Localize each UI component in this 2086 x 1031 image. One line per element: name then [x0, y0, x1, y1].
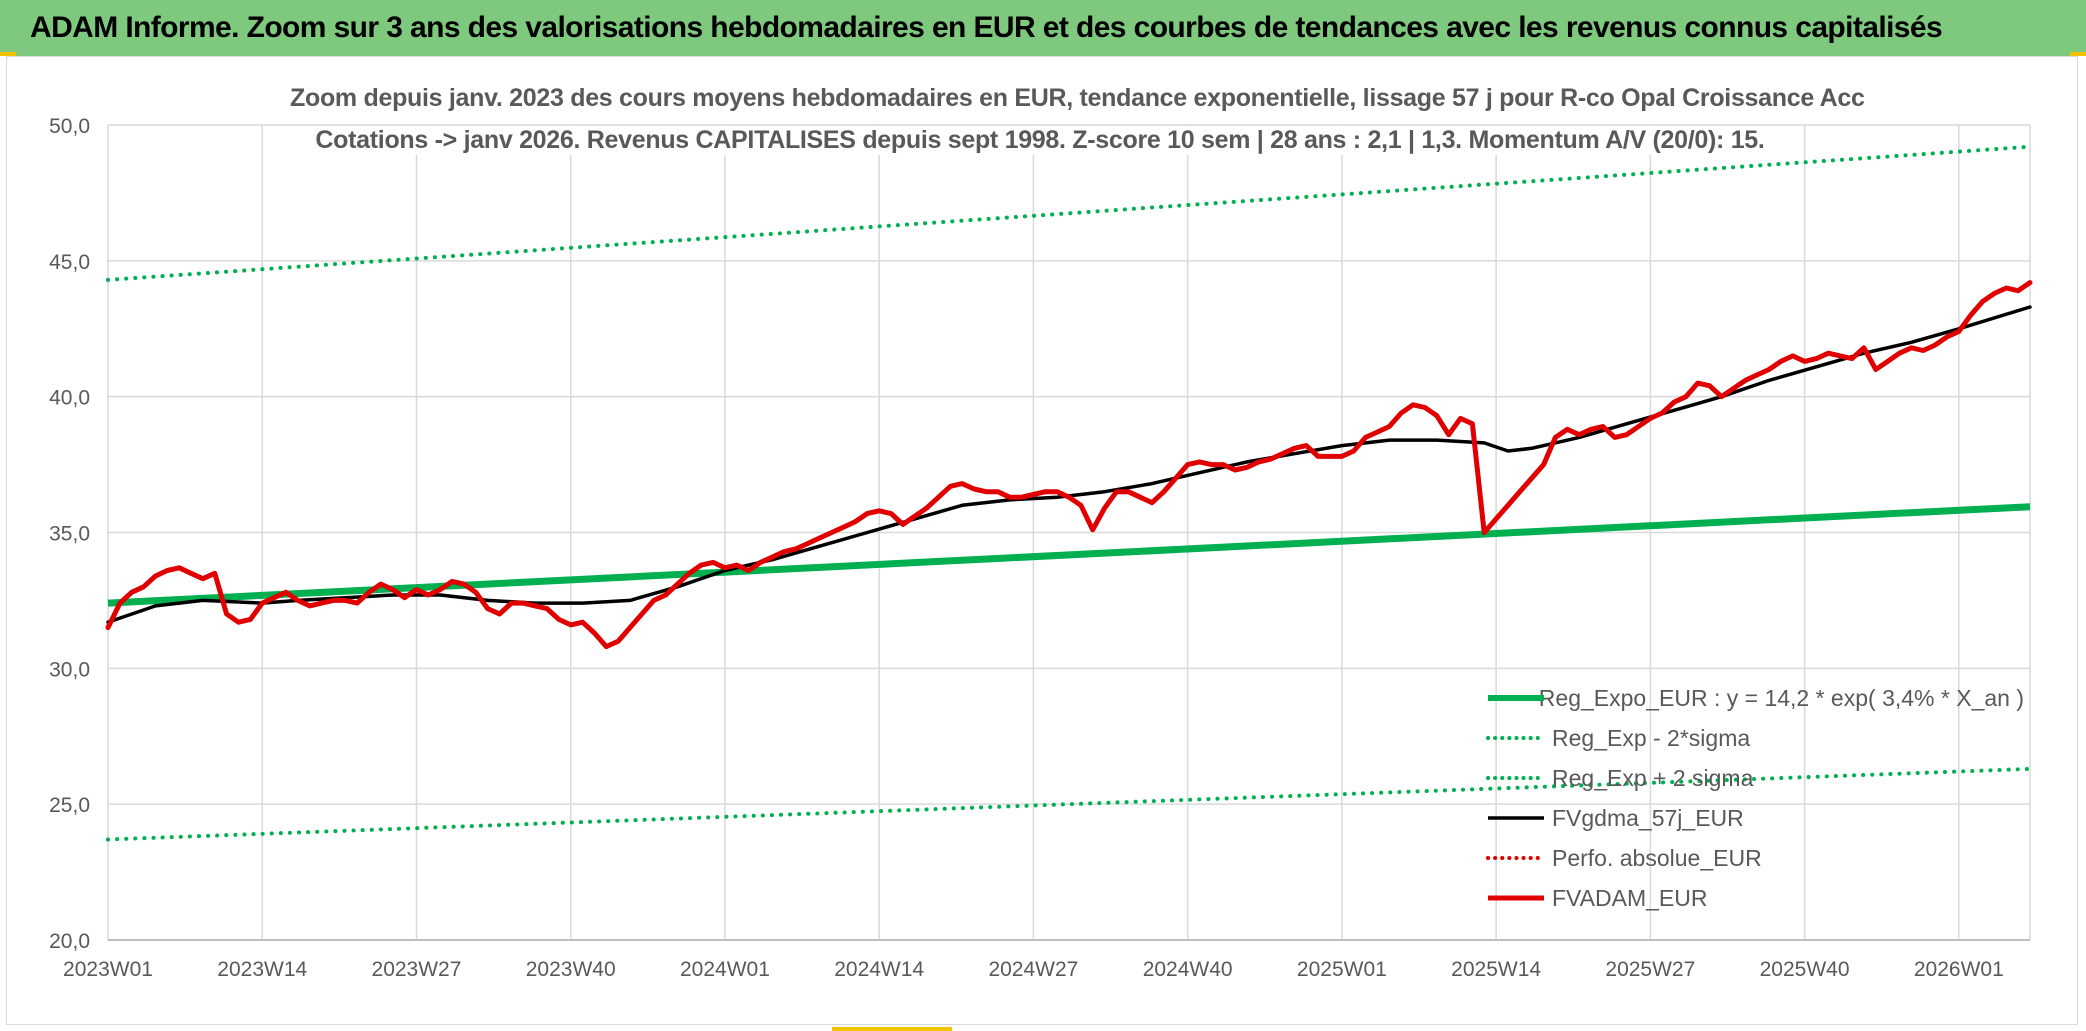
series-line-2	[106, 144, 2032, 282]
series-line-1	[106, 766, 2032, 842]
chart-title-line1: Zoom depuis janv. 2023 des cours moyens …	[290, 84, 1865, 113]
series-line-0	[107, 503, 2031, 607]
x-tick-label: 2023W14	[217, 958, 307, 981]
axis-layer: 20,0 25,0 30,0 35,0 40,0 45,0 50,0 2023W01 2023W…	[49, 115, 2030, 981]
x-tick-label: 2024W01	[680, 958, 770, 981]
x-tick-label: 2024W27	[988, 958, 1078, 981]
legend-item: Reg_Exp - 2*sigma	[1484, 718, 2024, 758]
legend-swatch	[1484, 888, 1546, 908]
chart-title-line2: Cotations -> janv 2026. Revenus CAPITALI…	[290, 126, 1790, 155]
legend-item: Reg_Expo_EUR : y = 14,2 * exp( 3,4% * X_…	[1484, 678, 2024, 718]
x-tick-label: 2024W14	[834, 958, 924, 981]
y-tick-label: 20,0	[49, 930, 90, 953]
legend-label: Perfo. absolue_EUR	[1552, 844, 1762, 871]
x-tick-label: 2023W40	[526, 958, 616, 981]
series-layer	[105, 144, 2033, 842]
corner-accent-right	[2070, 52, 2086, 56]
x-tick-label: 2025W40	[1760, 958, 1850, 981]
series-line-3	[106, 305, 2032, 624]
y-tick-label: 45,0	[49, 251, 90, 274]
legend-item: FVgdma_57j_EUR	[1484, 798, 2024, 838]
x-tick-label: 2025W01	[1297, 958, 1387, 981]
y-tick-label: 50,0	[49, 115, 90, 138]
legend-swatch	[1484, 768, 1546, 788]
y-tick-label: 40,0	[49, 387, 90, 410]
x-tick-label: 2023W01	[63, 958, 153, 981]
x-tick-label: 2024W40	[1143, 958, 1233, 981]
legend-label: Reg_Exp + 2 sigma	[1552, 764, 1754, 791]
x-tick-label: 2025W14	[1451, 958, 1541, 981]
x-tick-label: 2026W01	[1914, 958, 2004, 981]
x-tick-label: 2025W27	[1605, 958, 1695, 981]
y-tick-label: 35,0	[49, 523, 90, 546]
y-tick-label: 30,0	[49, 658, 90, 681]
report-title: ADAM Informe. Zoom sur 3 ans des valoris…	[30, 11, 1943, 44]
legend-swatch	[1484, 688, 1544, 708]
legend-swatch	[1484, 808, 1546, 828]
chart-legend: Reg_Expo_EUR : y = 14,2 * exp( 3,4% * X_…	[1484, 678, 2024, 918]
legend-label: FVADAM_EUR	[1552, 884, 1708, 911]
x-tick-label: 2023W27	[372, 958, 462, 981]
legend-label: Reg_Expo_EUR : y = 14,2 * exp( 3,4% * X_…	[1538, 684, 2024, 711]
corner-accent-left	[0, 52, 16, 56]
legend-label: FVgdma_57j_EUR	[1552, 804, 1744, 831]
legend-item: Reg_Exp + 2 sigma	[1484, 758, 2024, 798]
chart-area	[6, 56, 2078, 1025]
legend-label: Reg_Exp - 2*sigma	[1552, 724, 1751, 751]
legend-item: FVADAM_EUR	[1484, 878, 2024, 918]
legend-swatch	[1484, 728, 1546, 748]
title-bar: ADAM Informe. Zoom sur 3 ans des valoris…	[0, 0, 2086, 56]
grid-layer	[107, 124, 2031, 941]
legend-item: Perfo. absolue_EUR	[1484, 838, 2024, 878]
series-line-5	[105, 280, 2033, 650]
corner-accent-bottom	[832, 1027, 952, 1031]
y-tick-label: 25,0	[49, 794, 90, 817]
legend-swatch	[1484, 848, 1546, 868]
